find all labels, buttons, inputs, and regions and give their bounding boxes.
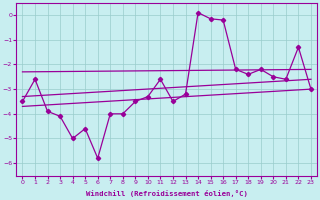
X-axis label: Windchill (Refroidissement éolien,°C): Windchill (Refroidissement éolien,°C) [86, 190, 248, 197]
